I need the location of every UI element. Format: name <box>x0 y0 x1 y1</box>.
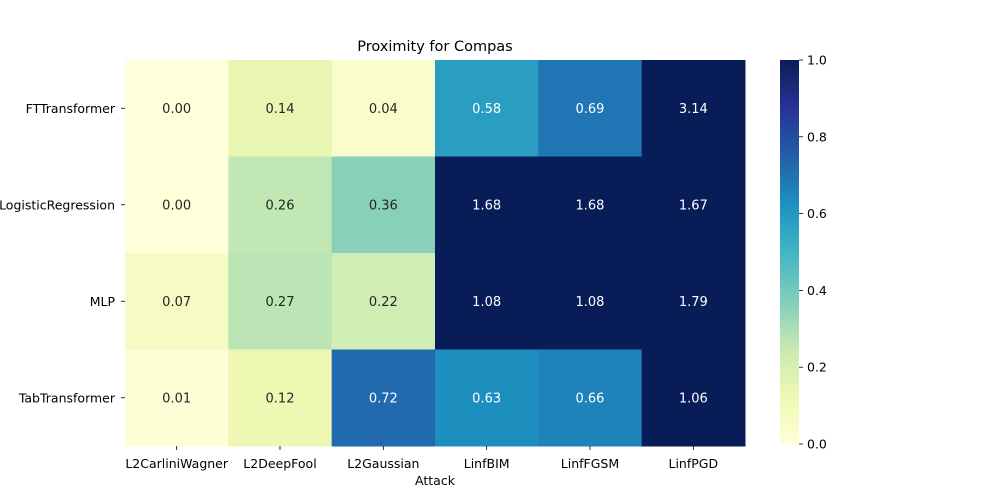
heatmap-cell <box>641 156 746 254</box>
cell-value-label: 0.04 <box>369 102 398 117</box>
cell-value-label: 1.06 <box>679 391 708 406</box>
x-tick-label: L2Gaussian <box>347 456 419 471</box>
cell-value-label: 1.68 <box>472 198 501 213</box>
cell-value-label: 1.08 <box>472 295 501 310</box>
heatmap-cell <box>228 60 333 157</box>
heatmap-cell <box>331 60 436 157</box>
x-tick-label: L2DeepFool <box>243 456 316 471</box>
heatmap-cell <box>125 60 229 157</box>
heatmap-cell <box>434 349 539 447</box>
x-tick-label: LinfBIM <box>464 456 510 471</box>
heatmap-cells <box>125 60 746 447</box>
colorbar-gradient <box>780 60 799 444</box>
heatmap-cell <box>641 253 746 350</box>
cell-value-label: 1.67 <box>679 198 708 213</box>
heatmap-cell <box>538 156 643 254</box>
heatmap-cell <box>434 156 539 254</box>
cell-value-label: 0.26 <box>266 198 295 213</box>
cell-value-label: 0.00 <box>162 198 191 213</box>
y-tick-label: FTTransformer <box>26 101 116 116</box>
cell-value-label: 0.00 <box>162 102 191 117</box>
cell-value-label: 0.63 <box>472 391 501 406</box>
cell-value-label: 0.27 <box>266 295 295 310</box>
cell-value-label: 3.14 <box>679 102 708 117</box>
heatmap-cell <box>434 253 539 350</box>
x-tick-label: L2CarliniWagner <box>125 456 229 471</box>
heatmap-cell <box>125 156 229 254</box>
heatmap-cell <box>331 156 436 254</box>
colorbar-tick-label: 0.0 <box>807 437 827 452</box>
cell-value-label: 1.08 <box>576 295 605 310</box>
heatmap-cell <box>228 253 333 350</box>
y-tick-label: TabTransformer <box>18 390 116 405</box>
x-tick-label: LinfFGSM <box>561 456 619 471</box>
heatmap-cell <box>125 349 229 447</box>
chart-title: Proximity for Compas <box>357 39 513 55</box>
heatmap-cell <box>538 253 643 350</box>
cell-value-label: 1.68 <box>576 198 605 213</box>
x-axis: L2CarliniWagner L2DeepFool L2Gaussian LinfB… <box>125 446 718 471</box>
cell-value-label: 1.79 <box>679 295 708 310</box>
colorbar-tick-label: 0.4 <box>807 283 827 298</box>
colorbar-tick-label: 0.2 <box>807 360 827 375</box>
colorbar-tick-label: 0.8 <box>807 129 827 144</box>
y-tick-label: LogisticRegression <box>0 197 115 212</box>
heatmap-cell <box>538 60 643 157</box>
x-tick-label: LinfPGD <box>669 456 719 471</box>
heatmap-cell <box>228 349 333 447</box>
cell-value-label: 0.58 <box>472 102 501 117</box>
y-tick-label: MLP <box>90 294 116 309</box>
cell-value-label: 0.69 <box>576 102 605 117</box>
colorbar-tick-label: 0.6 <box>807 206 827 221</box>
heatmap-cell <box>641 349 746 447</box>
x-axis-label: Attack <box>415 473 456 488</box>
heatmap-cell <box>641 60 746 157</box>
heatmap-cell <box>538 349 643 447</box>
cell-value-label: 0.22 <box>369 295 398 310</box>
cell-value-label: 0.07 <box>162 295 191 310</box>
heatmap-cell-labels: 0.00 0.14 0.04 0.58 0.69 3.14 0.00 0.26 0.36 1.68… <box>162 102 708 407</box>
cell-value-label: 0.36 <box>369 198 398 213</box>
colorbar-tick-label: 1.0 <box>807 53 827 68</box>
heatmap-cell <box>434 60 539 157</box>
cell-value-label: 0.12 <box>266 391 295 406</box>
colorbar: 0.0 0.2 0.4 0.6 0.8 1.0 <box>780 53 827 452</box>
heatmap-cell <box>331 349 436 447</box>
heatmap-cell <box>331 253 436 350</box>
heatmap-cell <box>228 156 333 254</box>
heatmap-cell <box>125 253 229 350</box>
cell-value-label: 0.01 <box>162 391 191 406</box>
y-axis: FTTransformer LogisticRegression MLP TabTra… <box>0 101 125 405</box>
cell-value-label: 0.72 <box>369 391 398 406</box>
cell-value-label: 0.14 <box>266 102 295 117</box>
cell-value-label: 0.66 <box>576 391 605 406</box>
